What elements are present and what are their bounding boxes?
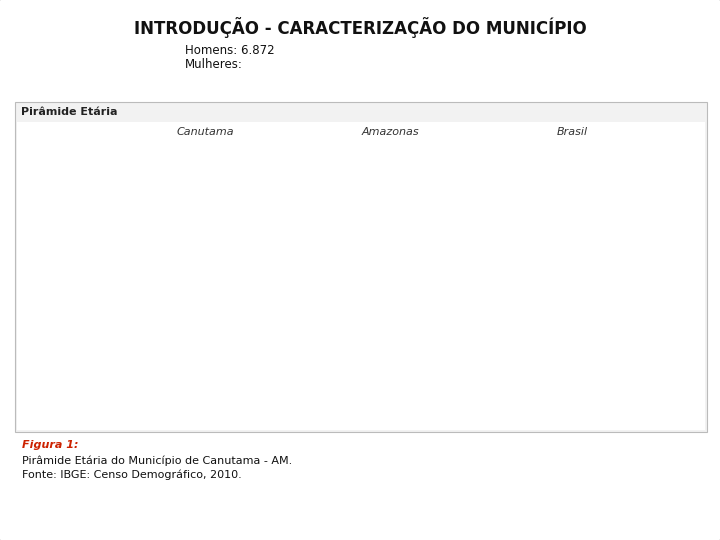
Bar bbox=[407, 149, 408, 160]
Bar bbox=[354, 280, 408, 291]
Bar bbox=[200, 333, 275, 343]
Bar bbox=[559, 254, 608, 265]
Bar bbox=[200, 320, 270, 330]
Bar bbox=[310, 345, 505, 357]
Bar bbox=[310, 305, 505, 319]
Bar bbox=[510, 319, 705, 332]
Bar bbox=[200, 280, 250, 291]
Bar bbox=[103, 135, 298, 148]
Bar bbox=[198, 163, 200, 173]
Bar bbox=[103, 371, 298, 384]
Bar bbox=[408, 306, 475, 317]
Bar bbox=[608, 149, 609, 160]
Bar bbox=[608, 346, 696, 356]
Bar bbox=[310, 174, 505, 187]
Bar bbox=[310, 266, 505, 279]
Bar bbox=[522, 385, 608, 396]
Bar bbox=[310, 332, 505, 345]
Bar bbox=[310, 397, 505, 410]
Bar bbox=[200, 176, 205, 186]
FancyBboxPatch shape bbox=[15, 102, 707, 432]
Bar bbox=[408, 385, 489, 396]
Bar bbox=[510, 253, 705, 266]
Text: Figura 1:: Figura 1: bbox=[22, 440, 78, 450]
Bar bbox=[608, 201, 627, 212]
Bar bbox=[337, 398, 408, 409]
Bar bbox=[510, 345, 705, 357]
Bar bbox=[135, 398, 200, 409]
Bar bbox=[577, 228, 608, 239]
Bar bbox=[103, 279, 298, 292]
Bar bbox=[200, 254, 231, 265]
Bar bbox=[510, 292, 705, 305]
Bar bbox=[310, 148, 505, 161]
Bar bbox=[192, 201, 200, 212]
Bar bbox=[603, 163, 608, 173]
Bar bbox=[510, 200, 705, 214]
Text: Mulheres:: Mulheres: bbox=[185, 57, 243, 71]
Bar bbox=[310, 357, 505, 371]
Text: Canutama: Canutama bbox=[176, 127, 234, 137]
Bar bbox=[103, 292, 298, 305]
Bar bbox=[115, 372, 200, 383]
Bar bbox=[608, 228, 642, 239]
Bar bbox=[608, 306, 688, 317]
Bar bbox=[402, 176, 408, 186]
Bar bbox=[408, 280, 463, 291]
Bar bbox=[103, 345, 298, 357]
Bar bbox=[531, 359, 608, 369]
Bar bbox=[103, 148, 298, 161]
Bar bbox=[330, 333, 408, 343]
Bar bbox=[200, 372, 289, 383]
Bar bbox=[408, 320, 480, 330]
Bar bbox=[608, 254, 662, 265]
Bar bbox=[200, 163, 203, 173]
Bar bbox=[103, 200, 298, 214]
Bar bbox=[179, 241, 200, 252]
Text: MLLHERES: MLLHERES bbox=[233, 409, 266, 414]
Bar bbox=[408, 215, 424, 226]
Bar bbox=[165, 267, 200, 278]
Bar bbox=[200, 293, 254, 304]
Bar bbox=[395, 201, 408, 212]
Bar bbox=[608, 398, 693, 409]
Bar bbox=[200, 359, 264, 369]
Bar bbox=[328, 385, 408, 396]
Bar bbox=[341, 359, 408, 369]
Bar bbox=[103, 253, 298, 266]
Bar bbox=[595, 188, 608, 199]
Bar bbox=[527, 320, 608, 330]
Bar bbox=[103, 397, 298, 410]
Bar bbox=[310, 292, 505, 305]
Bar bbox=[103, 266, 298, 279]
FancyBboxPatch shape bbox=[17, 122, 705, 430]
Bar bbox=[408, 228, 430, 239]
Bar bbox=[510, 214, 705, 227]
Bar bbox=[374, 254, 408, 265]
Bar bbox=[392, 215, 408, 226]
Bar bbox=[173, 254, 200, 265]
Bar bbox=[510, 135, 705, 148]
Bar bbox=[310, 227, 505, 240]
Bar bbox=[408, 176, 414, 186]
Bar bbox=[200, 346, 272, 356]
Bar bbox=[200, 201, 211, 212]
Bar bbox=[510, 187, 705, 200]
Bar bbox=[608, 280, 679, 291]
Bar bbox=[194, 188, 200, 199]
Bar bbox=[122, 385, 200, 396]
Bar bbox=[510, 305, 705, 319]
Bar bbox=[608, 163, 613, 173]
Bar bbox=[310, 384, 505, 397]
Bar bbox=[608, 176, 617, 186]
Bar bbox=[608, 293, 684, 304]
Bar bbox=[343, 306, 408, 317]
Bar bbox=[310, 319, 505, 332]
Bar bbox=[608, 359, 688, 369]
Bar bbox=[608, 372, 699, 383]
Bar bbox=[408, 188, 417, 199]
Bar bbox=[510, 240, 705, 253]
Text: HOMENS: HOMENS bbox=[138, 409, 166, 414]
Bar bbox=[408, 241, 436, 252]
